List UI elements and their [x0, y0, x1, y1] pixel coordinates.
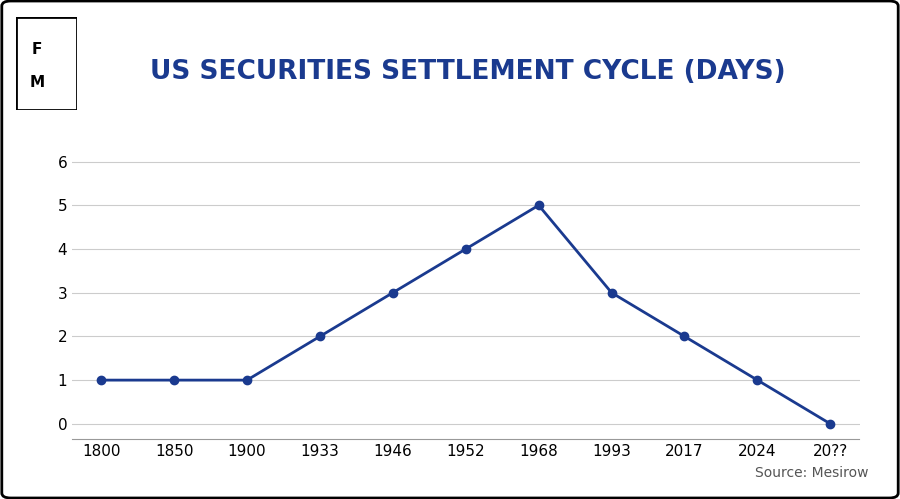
- FancyBboxPatch shape: [16, 17, 76, 110]
- Text: Source: Mesirow: Source: Mesirow: [755, 466, 868, 480]
- Text: US SECURITIES SETTLEMENT CYCLE (DAYS): US SECURITIES SETTLEMENT CYCLE (DAYS): [150, 59, 786, 85]
- Text: M: M: [30, 74, 45, 90]
- Text: F: F: [32, 42, 42, 57]
